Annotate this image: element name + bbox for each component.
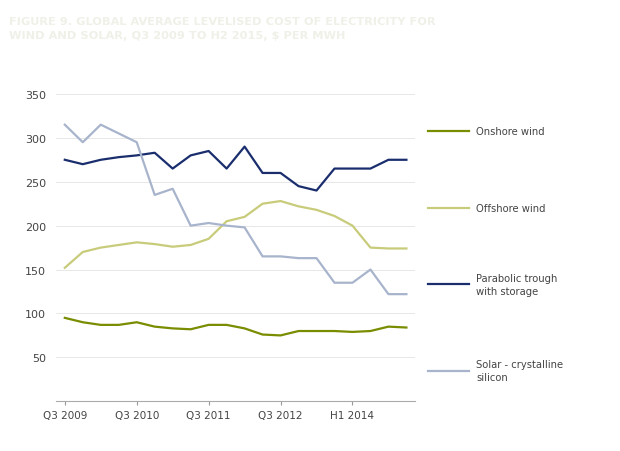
Text: Offshore wind: Offshore wind: [476, 203, 546, 213]
Text: Parabolic trough
with storage: Parabolic trough with storage: [476, 273, 557, 296]
Text: Onshore wind: Onshore wind: [476, 127, 545, 137]
Text: Solar - crystalline
silicon: Solar - crystalline silicon: [476, 359, 564, 382]
Text: FIGURE 9. GLOBAL AVERAGE LEVELISED COST OF ELECTRICITY FOR
WIND AND SOLAR, Q3 20: FIGURE 9. GLOBAL AVERAGE LEVELISED COST …: [9, 17, 436, 41]
